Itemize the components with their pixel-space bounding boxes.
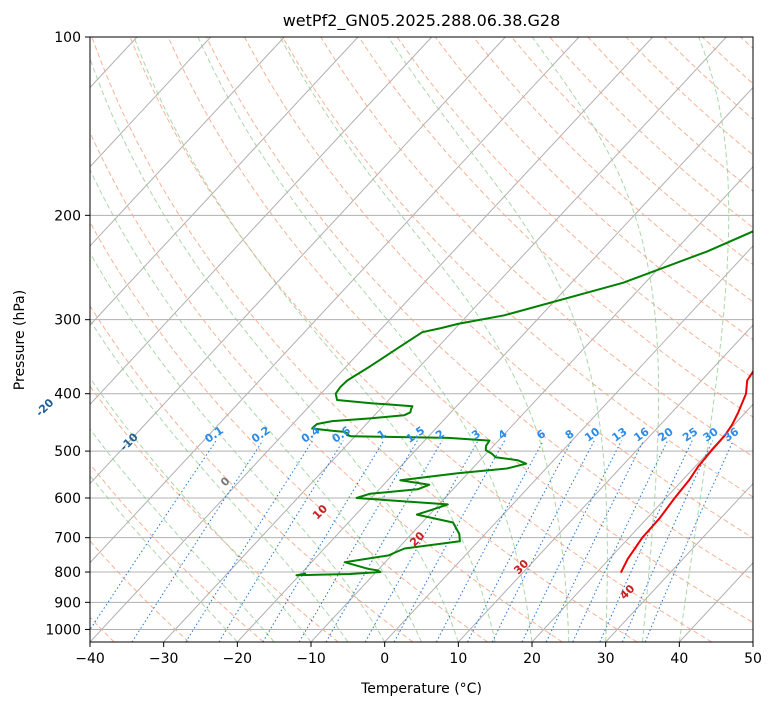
moist-adiabat-line [133,37,496,642]
data-layer [295,230,753,577]
dry-adiabat-line [282,37,753,498]
x-tick-label: −10 [296,651,326,667]
mixing-ratio-line [599,440,693,642]
mixing-ratio-line [393,440,506,642]
dry-adiabat-line [90,221,488,642]
mixing-ratio-line [262,440,385,642]
isotherm-line [605,482,753,642]
moist-adiabat-line [197,37,533,642]
isotherm-line [90,37,359,326]
y-tick-label: 700 [54,531,81,547]
x-tick-label: 20 [523,651,541,667]
isotherm-line [90,37,433,406]
y-tick-label: 200 [54,208,81,224]
dry-adiabat-line [167,37,753,624]
chart-title: wetPf2_GN05.2025.288.06.38.G28 [283,11,561,31]
dry-adiabat-line [473,37,753,303]
x-tick-label: −40 [75,651,105,667]
isotherm-line [90,37,580,564]
dry-adiabat-label: -20 [33,396,56,419]
isotherm-line [90,37,654,642]
mixing-ratio-line [521,440,622,642]
tick-layer: −40 −30 −20 −10 0 10 20 30 40 50 100 200 300 400 500 60… [45,30,762,667]
dry-adiabat-line [244,37,753,539]
y-tick-label: 800 [54,565,81,581]
x-axis-label: Temperature (°C) [360,681,482,697]
dry-adiabat-line [90,540,190,642]
dry-adiabat-line [320,37,753,458]
dewpoint-profile-line [295,230,753,577]
isotherm-line [163,37,727,642]
mixing-ratio-line [185,440,314,642]
x-tick-label: 50 [744,651,762,667]
y-tick-label: 300 [54,313,81,329]
mixing-ratio-line [621,440,714,642]
mixing-ratio-line [325,440,443,642]
moist-adiabat-line [678,37,730,642]
moist-adiabat-line [90,319,349,642]
isotherm-line [236,86,753,642]
dry-adiabat-line [90,463,264,642]
moist-adiabat-line [90,474,238,642]
y-tick-label: 500 [54,444,81,460]
isotherm-line [90,37,212,168]
moist-adiabat-line [279,37,570,642]
isotherm-line [0,37,63,642]
y-tick-label: 1000 [45,622,81,638]
y-tick-label: 600 [54,491,81,507]
mixing-ratio-line [218,440,344,642]
plot-background [90,37,753,642]
y-axis-label: Pressure (hPa) [12,290,28,390]
dry-adiabat-line [90,131,563,642]
mixing-ratio-line [131,440,264,642]
isotherm-line [90,37,506,485]
y-tick-label: 400 [54,387,81,403]
moist-adiabat-line [387,37,608,642]
y-tick-label: 900 [54,595,81,611]
moist-adiabat-line [90,57,459,642]
x-tick-label: 40 [670,651,688,667]
moist-adiabat-line [90,428,275,642]
mixing-ratio-line [298,440,418,642]
isotherm-line [752,641,753,642]
mixing-ratio-line [364,440,479,642]
isotherm-line [531,403,753,642]
dry-adiabat-line [129,37,712,642]
isotherm-line [457,324,753,642]
y-tick-label: 100 [54,30,81,46]
temperature-profile-line [619,369,753,574]
moist-adiabat-line [531,37,660,642]
mixing-ratio-line [491,440,595,642]
plot-frame [89,36,754,643]
dry-adiabat-line [358,37,753,418]
isotherm-line [384,245,753,642]
mixing-ratio-line [90,440,217,631]
moist-adiabat-line [90,168,422,642]
x-tick-label: −20 [223,651,253,667]
x-tick-label: 30 [597,651,615,667]
mixing-ratio-line [644,440,734,642]
x-tick-label: 0 [380,651,389,667]
dry-adiabat-line [90,305,414,642]
dry-adiabat-line [434,37,753,341]
x-tick-label: −30 [149,651,179,667]
x-tick-label: 10 [449,651,467,667]
isotherm-line [90,37,285,247]
moist-adiabat-line [90,251,386,642]
